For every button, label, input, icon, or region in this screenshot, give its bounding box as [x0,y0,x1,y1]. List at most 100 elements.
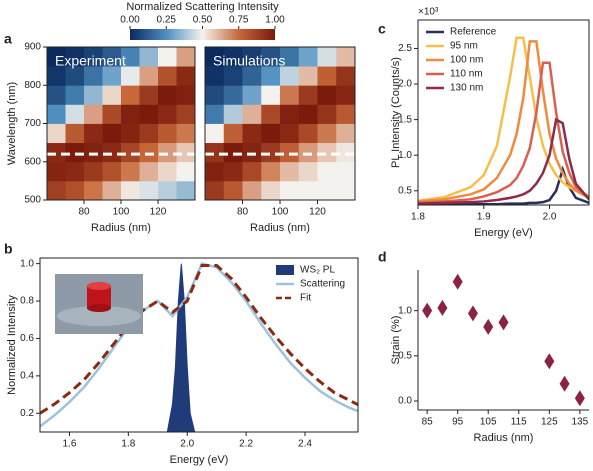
y-tick-label: 1.0 [398,150,412,161]
heatmap-cell [102,180,122,201]
heatmap-cell [223,66,243,86]
point [422,302,433,319]
heatmap-cell [242,180,262,201]
line [40,262,358,428]
heatmap-cell [65,47,85,67]
panel-letter: c [378,21,386,37]
colorbar-tick-label: 0.75 [229,15,249,26]
heatmap-cell [317,47,337,67]
heatmap-cell [65,142,85,163]
panel-letter: a [4,31,12,47]
heatmap-cell [261,123,281,144]
legend-label: WS₂ PL [300,265,335,276]
heatmap-cell [317,180,337,201]
x-tick-label: 95 [452,417,464,428]
x-tick-label: 80 [237,207,249,218]
y-tick-label: 0.8 [20,296,34,307]
heatmap-cell [298,142,318,163]
heatmap-cell [139,66,159,86]
heatmap-cell [158,180,177,201]
panel [40,262,358,432]
heatmap-cell [121,66,140,86]
heatmap-cell [205,47,225,67]
heatmap-cell [176,161,196,182]
heatmap-cell [205,180,225,201]
inset-surface [57,306,141,326]
x-tick-label: 100 [272,207,289,218]
heatmap-cell [102,47,122,67]
heatmap-cell [139,180,159,201]
heatmap-label: Simulations [213,53,285,69]
axis-multiplier: ×10³ [418,7,439,18]
y-tick-label: 2.5 [398,43,412,54]
heatmap-cell [336,180,356,201]
heatmap-cell [280,161,300,182]
colorbar [130,29,275,40]
heatmap-cell [121,142,140,163]
x-tick-label: 2.0 [543,212,557,223]
y-tick-label: 0.4 [20,371,34,382]
x-tick-label: 1.9 [477,212,491,223]
heatmap-cell [317,142,337,163]
point [467,305,478,322]
heatmap-cell [139,47,159,67]
heatmap-cell [139,161,159,182]
heatmap-cell [158,66,177,86]
heatmap-cell [47,180,66,201]
legend-label: 110 nm [450,69,483,80]
x-tick-label: 80 [78,207,90,218]
panel-letter: d [378,249,387,265]
heatmap-cell [102,161,122,182]
point [559,375,570,392]
heatmap-cell [298,180,318,201]
line [418,36,589,202]
x-tick-label: 125 [541,417,558,428]
heatmap-cell [242,161,262,182]
heatmap-cell [280,85,300,105]
x-axis-label: Energy (eV) [170,454,229,466]
x-axis-label: Radius (nm) [91,222,151,234]
inset-pillar-top [87,282,111,290]
x-tick-label: 2.0 [180,439,194,450]
y-axis-label: Normalized Intensity [6,295,18,395]
legend-label: 100 nm [450,55,483,66]
y-tick-label: 1.0 [20,258,34,269]
heatmap-cell [280,47,300,67]
point [437,299,448,316]
heatmap-cell [139,142,159,163]
heatmap-cell [280,123,300,144]
x-axis-label: Energy (eV) [474,227,533,239]
heatmap-cell [47,161,66,182]
heatmap-cell [280,104,300,124]
y-axis-label: Wavelength (nm) [6,82,18,165]
x-tick-label: 115 [511,417,527,428]
heatmap-cell [261,104,281,124]
heatmap-cell [121,85,140,105]
heatmap-cell [65,104,85,124]
y-tick-label: 700 [24,118,41,129]
inset-photo [55,274,143,334]
panel: Experiment [47,47,196,201]
heatmap-cell [158,47,177,67]
heatmap-cell [65,161,85,182]
point [483,318,494,335]
heatmap-cell [336,66,356,86]
y-tick-label: 900 [24,42,41,53]
heatmap-cell [84,66,103,86]
heatmap-cell [102,85,122,105]
legend-swatch [276,265,294,275]
heatmap-cell [158,161,177,182]
heatmap-cell [261,142,281,163]
x-tick-label: 1.8 [411,212,425,223]
heatmap-cell [84,47,103,67]
inset-pillar-base [87,304,111,312]
heatmap-cell [158,123,177,144]
colorbar-tick-label: 0.25 [157,15,177,26]
heatmap-cell [298,66,318,86]
heatmap-cell [121,104,140,124]
heatmap-cell [261,85,281,105]
area [142,263,218,432]
point [452,273,463,290]
heatmap-cell [176,142,196,163]
heatmap-cell [261,161,281,182]
